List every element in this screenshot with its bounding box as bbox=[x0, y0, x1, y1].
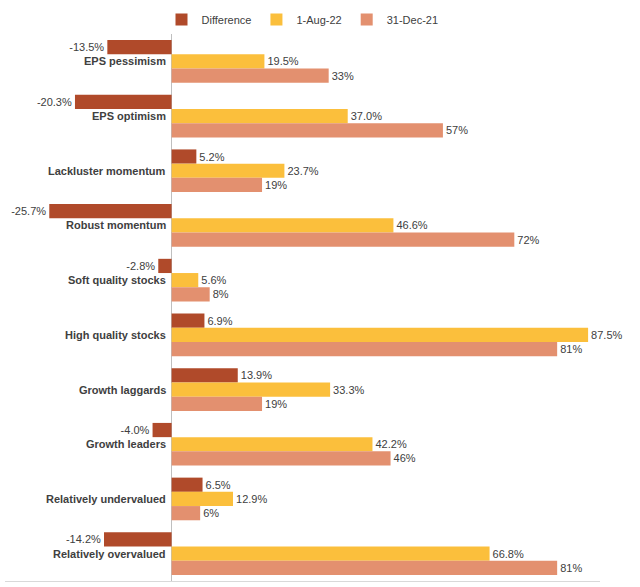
svg-text:46.6%: 46.6% bbox=[396, 219, 427, 231]
svg-text:Soft quality stocks: Soft quality stocks bbox=[68, 274, 166, 286]
svg-text:-13.5%: -13.5% bbox=[69, 41, 104, 53]
svg-text:8%: 8% bbox=[213, 288, 229, 300]
svg-text:42.2%: 42.2% bbox=[375, 438, 406, 450]
svg-text:-25.7%: -25.7% bbox=[11, 205, 46, 217]
svg-text:46%: 46% bbox=[394, 452, 416, 464]
svg-text:6%: 6% bbox=[203, 507, 219, 519]
svg-text:6.9%: 6.9% bbox=[207, 315, 232, 327]
svg-text:Growth leaders: Growth leaders bbox=[86, 438, 166, 450]
svg-text:5.6%: 5.6% bbox=[201, 274, 226, 286]
svg-text:19%: 19% bbox=[265, 398, 287, 410]
svg-text:13.9%: 13.9% bbox=[241, 369, 272, 381]
svg-text:-20.3%: -20.3% bbox=[37, 96, 72, 108]
svg-text:23.7%: 23.7% bbox=[287, 165, 318, 177]
svg-text:81%: 81% bbox=[560, 343, 582, 355]
svg-text:37.0%: 37.0% bbox=[351, 110, 382, 122]
svg-text:81%: 81% bbox=[560, 562, 582, 574]
svg-text:1-Aug-22: 1-Aug-22 bbox=[296, 14, 341, 26]
svg-text:31-Dec-21: 31-Dec-21 bbox=[387, 14, 438, 26]
svg-text:-2.8%: -2.8% bbox=[126, 260, 155, 272]
svg-text:High quality stocks: High quality stocks bbox=[65, 329, 166, 341]
svg-text:19%: 19% bbox=[265, 179, 287, 191]
svg-text:33.3%: 33.3% bbox=[333, 384, 364, 396]
svg-text:Difference: Difference bbox=[202, 14, 252, 26]
svg-text:Robust momentum: Robust momentum bbox=[66, 219, 166, 231]
svg-text:5.2%: 5.2% bbox=[199, 151, 224, 163]
svg-text:Relatively overvalued: Relatively overvalued bbox=[53, 548, 166, 560]
svg-text:87.5%: 87.5% bbox=[591, 329, 622, 341]
svg-text:57%: 57% bbox=[446, 124, 468, 136]
svg-text:72%: 72% bbox=[517, 234, 539, 246]
svg-text:19.5%: 19.5% bbox=[267, 55, 298, 67]
svg-text:33%: 33% bbox=[332, 70, 354, 82]
svg-text:12.9%: 12.9% bbox=[236, 493, 267, 505]
svg-text:-4.0%: -4.0% bbox=[121, 424, 150, 436]
svg-text:66.8%: 66.8% bbox=[493, 548, 524, 560]
svg-text:EPS pessimism: EPS pessimism bbox=[84, 55, 166, 67]
svg-text:EPS optimism: EPS optimism bbox=[92, 110, 166, 122]
svg-text:6.5%: 6.5% bbox=[206, 479, 231, 491]
svg-text:Relatively undervalued: Relatively undervalued bbox=[46, 493, 166, 505]
svg-text:Growth laggards: Growth laggards bbox=[79, 384, 166, 396]
svg-text:-14.2%: -14.2% bbox=[66, 533, 101, 545]
svg-text:Lackluster momentum: Lackluster momentum bbox=[48, 165, 166, 177]
